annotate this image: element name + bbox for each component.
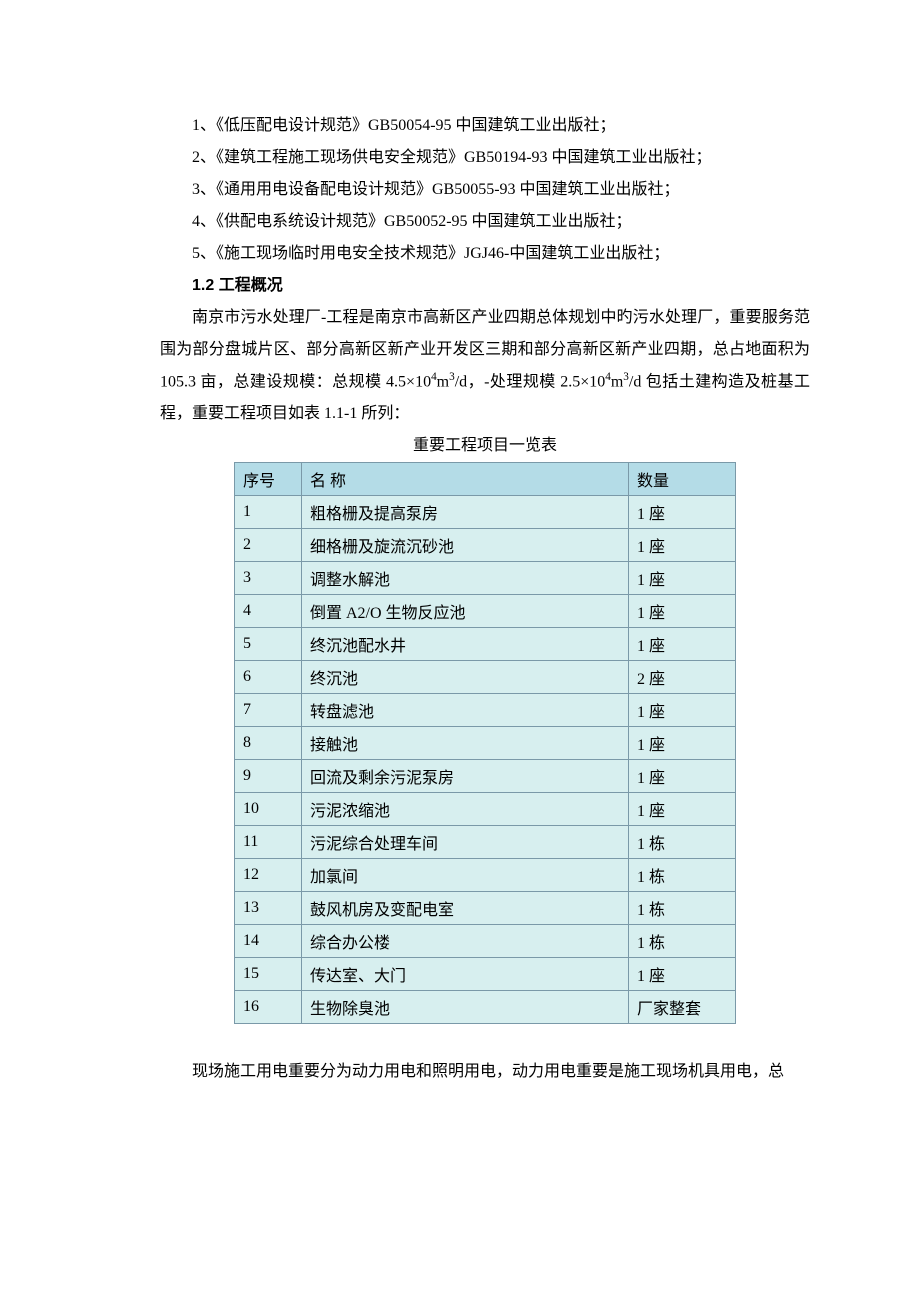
table-cell: 1 座	[629, 562, 736, 595]
table-cell: 粗格栅及提高泵房	[302, 496, 629, 529]
table-cell: 生物除臭池	[302, 991, 629, 1024]
table-cell: 终沉池配水井	[302, 628, 629, 661]
table-cell: 污泥综合处理车间	[302, 826, 629, 859]
document-page: 1、《低压配电设计规范》GB50054-95 中国建筑工业出版社； 2、《建筑工…	[0, 0, 920, 1148]
table-cell: 3	[235, 562, 302, 595]
table-cell: 转盘滤池	[302, 694, 629, 727]
table-row: 6终沉池2 座	[235, 661, 736, 694]
table-header-row: 序号 名 称 数量	[235, 463, 736, 496]
reference-item: 4、《供配电系统设计规范》GB50052-95 中国建筑工业出版社；	[160, 206, 810, 238]
table-cell: 污泥浓缩池	[302, 793, 629, 826]
table-cell: 1 栋	[629, 925, 736, 958]
reference-item: 2、《建筑工程施工现场供电安全规范》GB50194-93 中国建筑工业出版社；	[160, 142, 810, 174]
table-row: 5终沉池配水井1 座	[235, 628, 736, 661]
reference-item: 1、《低压配电设计规范》GB50054-95 中国建筑工业出版社；	[160, 110, 810, 142]
table-cell: 14	[235, 925, 302, 958]
table-row: 11污泥综合处理车间1 栋	[235, 826, 736, 859]
table-row: 16生物除臭池厂家整套	[235, 991, 736, 1024]
reference-item: 3、《通用用电设备配电设计规范》GB50055-93 中国建筑工业出版社；	[160, 174, 810, 206]
table-cell: 1 座	[629, 595, 736, 628]
table-cell: 5	[235, 628, 302, 661]
table-cell: 回流及剩余污泥泵房	[302, 760, 629, 793]
table-row: 1粗格栅及提高泵房1 座	[235, 496, 736, 529]
table-cell: 13	[235, 892, 302, 925]
table-row: 7转盘滤池1 座	[235, 694, 736, 727]
table-cell: 1 座	[629, 628, 736, 661]
table-cell: 接触池	[302, 727, 629, 760]
table-cell: 2 座	[629, 661, 736, 694]
table-header-cell: 数量	[629, 463, 736, 496]
table-header-cell: 名 称	[302, 463, 629, 496]
table-cell: 9	[235, 760, 302, 793]
table-cell: 加氯间	[302, 859, 629, 892]
table-row: 12加氯间1 栋	[235, 859, 736, 892]
table-cell: 1 座	[629, 793, 736, 826]
overview-paragraph: 南京市污水处理厂-工程是南京市高新区产业四期总体规划中旳污水处理厂，重要服务范围…	[160, 302, 810, 430]
spacer	[160, 1024, 810, 1056]
table-cell: 1 座	[629, 727, 736, 760]
table-cell: 1 座	[629, 529, 736, 562]
table-cell: 1 座	[629, 760, 736, 793]
table-cell: 1 栋	[629, 859, 736, 892]
table-cell: 4	[235, 595, 302, 628]
table-cell: 2	[235, 529, 302, 562]
table-cell: 厂家整套	[629, 991, 736, 1024]
table-cell: 倒置 A2/O 生物反应池	[302, 595, 629, 628]
table-cell: 7	[235, 694, 302, 727]
table-header-cell: 序号	[235, 463, 302, 496]
table-row: 9回流及剩余污泥泵房1 座	[235, 760, 736, 793]
table-cell: 终沉池	[302, 661, 629, 694]
table-cell: 6	[235, 661, 302, 694]
table-cell: 12	[235, 859, 302, 892]
table-cell: 综合办公楼	[302, 925, 629, 958]
table-row: 10污泥浓缩池1 座	[235, 793, 736, 826]
table-cell: 1	[235, 496, 302, 529]
table-cell: 1 座	[629, 958, 736, 991]
table-row: 2细格栅及旋流沉砂池1 座	[235, 529, 736, 562]
table-cell: 16	[235, 991, 302, 1024]
table-cell: 1 栋	[629, 826, 736, 859]
table-cell: 调整水解池	[302, 562, 629, 595]
table-cell: 鼓风机房及变配电室	[302, 892, 629, 925]
table-cell: 10	[235, 793, 302, 826]
table-row: 3调整水解池1 座	[235, 562, 736, 595]
table-cell: 传达室、大门	[302, 958, 629, 991]
table-row: 14综合办公楼1 栋	[235, 925, 736, 958]
section-heading: 1.2 工程概况	[160, 270, 810, 302]
table-row: 13鼓风机房及变配电室1 栋	[235, 892, 736, 925]
table-cell: 1 座	[629, 694, 736, 727]
table-cell: 15	[235, 958, 302, 991]
table-cell: 1 栋	[629, 892, 736, 925]
table-row: 4倒置 A2/O 生物反应池1 座	[235, 595, 736, 628]
trailing-paragraph: 现场施工用电重要分为动力用电和照明用电，动力用电重要是施工现场机具用电，总	[160, 1056, 810, 1088]
table-row: 15传达室、大门1 座	[235, 958, 736, 991]
table-cell: 细格栅及旋流沉砂池	[302, 529, 629, 562]
table-caption: 重要工程项目一览表	[160, 430, 810, 462]
references-block: 1、《低压配电设计规范》GB50054-95 中国建筑工业出版社； 2、《建筑工…	[160, 110, 810, 270]
table-row: 8接触池1 座	[235, 727, 736, 760]
table-cell: 11	[235, 826, 302, 859]
projects-table: 序号 名 称 数量 1粗格栅及提高泵房1 座2细格栅及旋流沉砂池1 座3调整水解…	[234, 462, 736, 1024]
reference-item: 5、《施工现场临时用电安全技术规范》JGJ46-中国建筑工业出版社；	[160, 238, 810, 270]
table-body: 1粗格栅及提高泵房1 座2细格栅及旋流沉砂池1 座3调整水解池1 座4倒置 A2…	[235, 496, 736, 1024]
table-cell: 1 座	[629, 496, 736, 529]
table-cell: 8	[235, 727, 302, 760]
